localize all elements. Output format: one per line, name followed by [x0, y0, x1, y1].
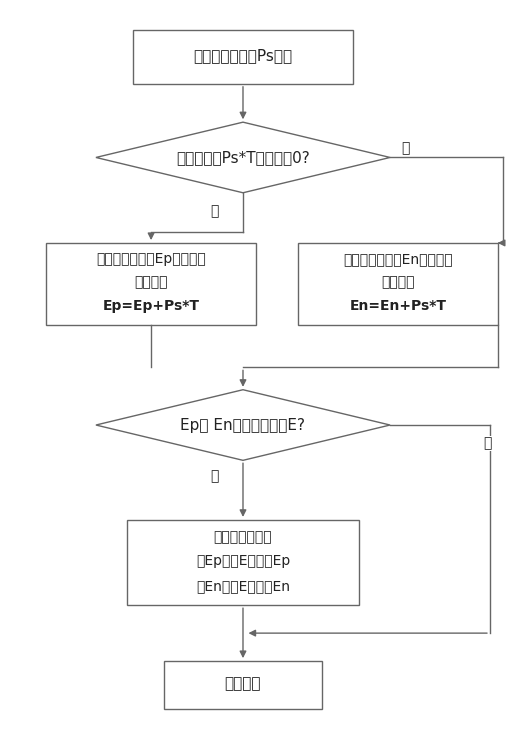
Text: 算法结束: 算法结束	[225, 676, 261, 691]
Bar	[127, 520, 359, 605]
Bar	[133, 31, 353, 84]
Text: 期电能：: 期电能：	[381, 275, 414, 289]
Text: 期电能：: 期电能：	[134, 275, 168, 289]
Text: Ep或 En大于电量阈值E?: Ep或 En大于电量阈值E?	[181, 418, 306, 433]
Text: 是: 是	[210, 470, 218, 483]
Bar	[46, 243, 256, 325]
Text: En=En+Ps*T: En=En+Ps*T	[350, 299, 447, 313]
Text: 输出电量脉冲：: 输出电量脉冲：	[214, 530, 272, 544]
Text: 正向电能累加器Ep累加单周: 正向电能累加器Ep累加单周	[96, 252, 206, 266]
Text: 单周期平均功率Ps输入: 单周期平均功率Ps输入	[193, 48, 293, 63]
Polygon shape	[96, 389, 390, 460]
Bar	[164, 661, 322, 709]
Text: Ep=Ep+Ps*T: Ep=Ep+Ps*T	[102, 299, 200, 313]
Text: 是: 是	[210, 204, 218, 219]
Text: 否: 否	[483, 436, 492, 451]
Text: 若Ep大于E，则清Ep: 若Ep大于E，则清Ep	[196, 554, 290, 568]
Polygon shape	[96, 122, 390, 192]
Text: 若En大于E，则清En: 若En大于E，则清En	[196, 579, 290, 593]
Text: 单周期电能Ps*T是否大于0?: 单周期电能Ps*T是否大于0?	[176, 150, 310, 165]
Bar	[298, 243, 498, 325]
Text: 反向电能累加器En累加单周: 反向电能累加器En累加单周	[343, 252, 452, 266]
Text: 否: 否	[402, 142, 410, 156]
